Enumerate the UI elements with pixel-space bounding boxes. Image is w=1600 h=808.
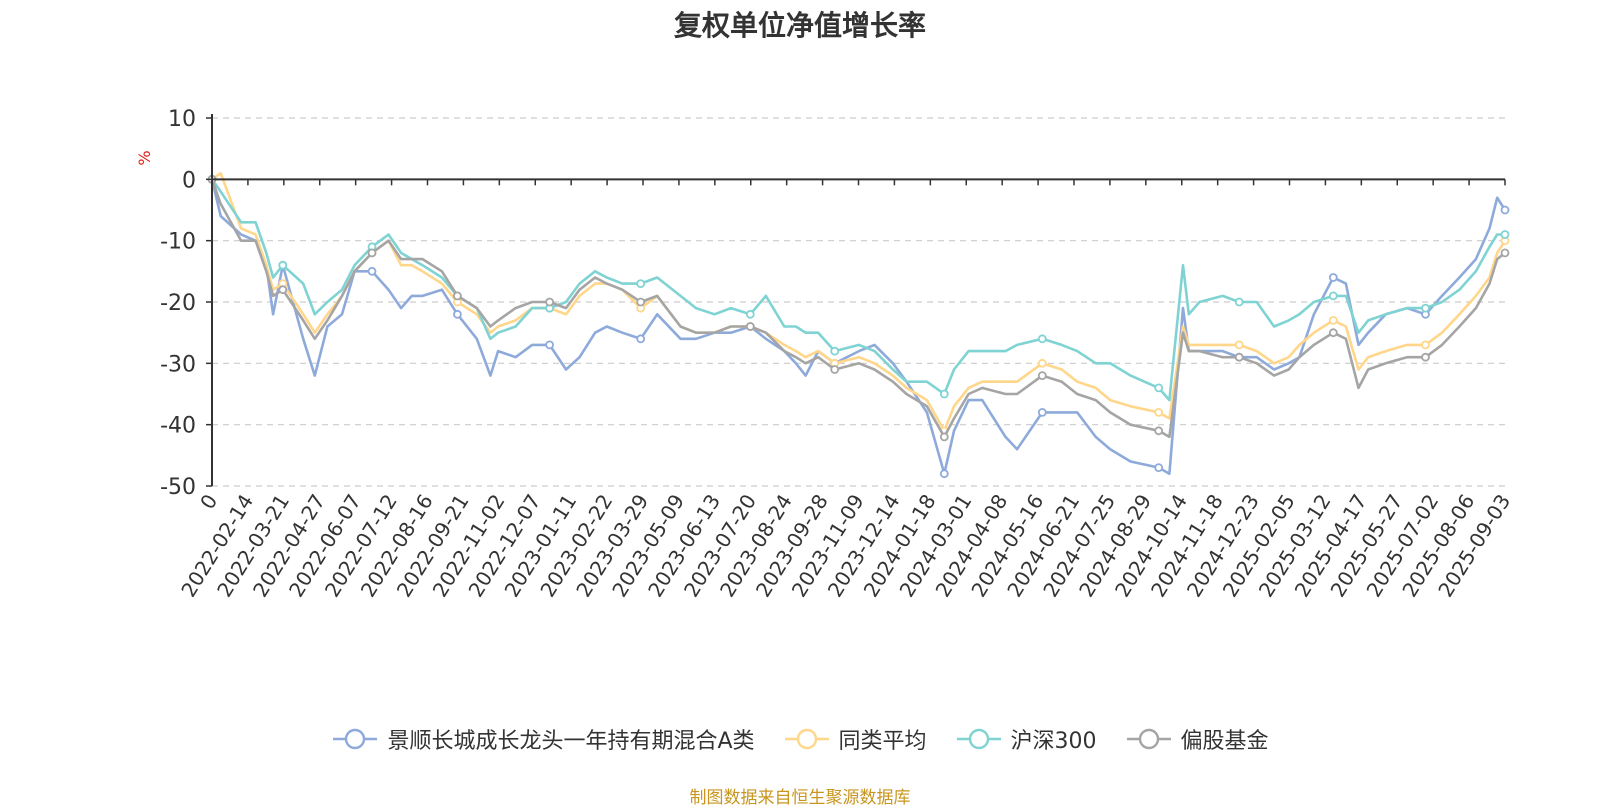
data-point	[939, 469, 949, 479]
y-tick-label: -40	[160, 414, 196, 439]
series-lines	[207, 171, 1510, 479]
data-point	[636, 334, 646, 344]
data-point	[545, 340, 554, 350]
data-point	[1234, 340, 1244, 350]
series-line-0	[210, 179, 1507, 475]
data-point	[545, 297, 554, 307]
data-point	[1037, 358, 1047, 368]
data-point	[830, 365, 840, 374]
legend-label: 沪深300	[1010, 729, 1097, 754]
data-point	[1328, 328, 1338, 338]
data-point	[745, 322, 755, 331]
y-tick-label: -30	[160, 352, 196, 377]
data-point	[1421, 303, 1430, 313]
legend-swatch-icon	[956, 728, 1001, 750]
data-point	[1234, 297, 1244, 307]
data-point	[636, 279, 646, 289]
data-point	[1154, 463, 1164, 473]
legend-swatch-icon	[333, 728, 378, 750]
legend-swatch-icon	[784, 728, 829, 750]
y-tick-label: -10	[160, 230, 196, 255]
series-line-3	[210, 178, 1506, 439]
data-point	[1421, 352, 1430, 362]
data-point	[278, 285, 288, 295]
series-line-2	[210, 178, 1505, 402]
data-point	[1421, 340, 1430, 350]
x-tick-label: 0	[195, 490, 222, 514]
data-point	[367, 248, 377, 258]
data-point	[1037, 371, 1047, 381]
data-point	[1154, 407, 1164, 417]
data-point	[939, 432, 949, 442]
data-point	[745, 309, 755, 319]
data-point	[830, 346, 840, 356]
data-point	[1037, 334, 1047, 344]
legend-item[interactable]: 沪深300	[955, 723, 1097, 755]
data-point	[1328, 273, 1338, 282]
data-point	[278, 260, 288, 270]
legend: 景顺长城成长龙头一年持有期混合A类 同类平均 沪深300 偏股基金	[0, 722, 1600, 756]
data-point	[452, 309, 462, 319]
y-axis-unit-label: %	[135, 150, 154, 165]
legend-label: 景顺长城成长龙头一年持有期混合A类	[387, 729, 755, 754]
data-point	[452, 291, 462, 301]
data-point	[1500, 205, 1510, 215]
y-tick-label: -50	[160, 475, 196, 500]
legend-label: 偏股基金	[1180, 729, 1269, 754]
data-point	[1500, 230, 1510, 239]
data-point	[1328, 291, 1338, 301]
data-point	[1328, 315, 1338, 325]
source-note: 制图数据来自恒生聚源数据库	[689, 788, 911, 808]
legend-item[interactable]: 景顺长城成长龙头一年持有期混合A类	[331, 723, 755, 755]
legend-item[interactable]: 偏股基金	[1125, 723, 1269, 755]
axes: 100-10-20-30-40-5002022-02-142022-03-212…	[160, 107, 1515, 601]
data-point	[1234, 352, 1244, 362]
data-point	[1154, 426, 1164, 436]
data-point	[1037, 407, 1047, 417]
data-point	[939, 389, 949, 399]
y-tick-label: 10	[168, 107, 196, 132]
data-point	[1500, 248, 1510, 258]
data-point	[1154, 383, 1164, 393]
y-tick-label: -20	[160, 291, 196, 316]
data-point	[636, 297, 646, 307]
data-point	[367, 266, 377, 276]
y-tick-label: 0	[182, 168, 196, 193]
legend-label: 同类平均	[838, 729, 927, 754]
legend-item[interactable]: 同类平均	[783, 723, 927, 755]
legend-swatch-icon	[1126, 728, 1171, 750]
chart-title: 复权单位净值增长率	[673, 9, 926, 42]
